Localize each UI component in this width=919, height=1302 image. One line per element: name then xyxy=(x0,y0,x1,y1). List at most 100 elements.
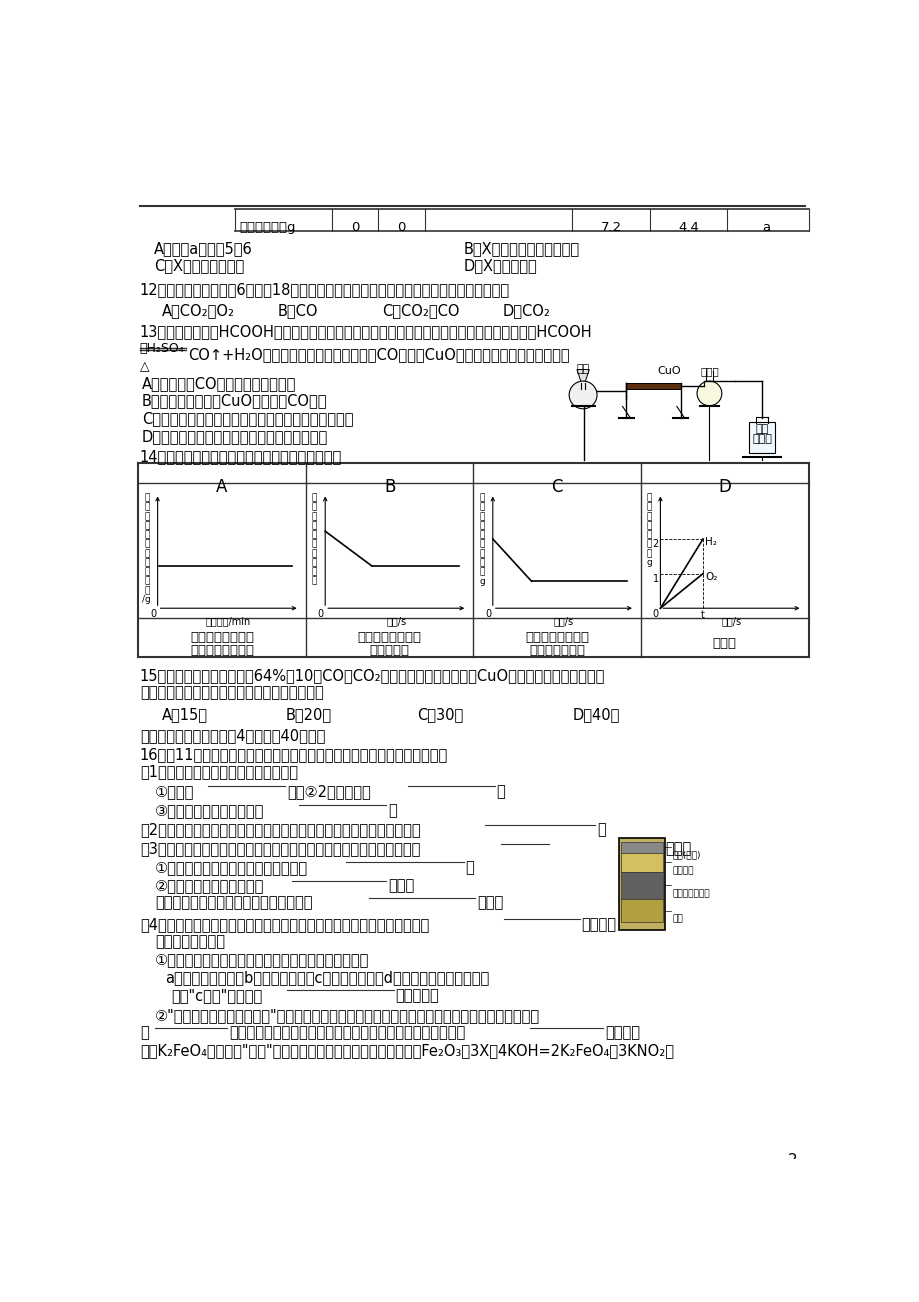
Text: CuO: CuO xyxy=(657,366,680,376)
Text: 元: 元 xyxy=(144,549,149,559)
Text: g: g xyxy=(646,559,652,568)
Text: g: g xyxy=(479,577,484,586)
Text: ；　②2个铵根离子: ； ②2个铵根离子 xyxy=(287,784,370,799)
Text: ；: ； xyxy=(495,784,505,799)
Text: 体: 体 xyxy=(646,521,652,530)
Text: 氯化铵糊: 氯化铵糊 xyxy=(673,866,694,875)
Text: A、CO₂和O₂: A、CO₂和O₂ xyxy=(162,303,234,318)
Text: 数: 数 xyxy=(312,577,317,586)
Text: C: C xyxy=(550,478,562,496)
FancyBboxPatch shape xyxy=(626,383,680,389)
Text: 0: 0 xyxy=(652,609,658,618)
Text: B、CO: B、CO xyxy=(278,303,318,318)
Text: 4.4: 4.4 xyxy=(677,221,698,234)
Text: 0: 0 xyxy=(351,221,359,234)
Text: 量: 量 xyxy=(479,568,484,577)
FancyBboxPatch shape xyxy=(620,872,663,900)
Text: D、CO₂: D、CO₂ xyxy=(502,303,550,318)
Text: a．不得呈现异色；b．不得有异味；c．应澄清透明；d．不得含有细菌和病毒。: a．不得呈现异色；b．不得有异味；c．应澄清透明；d．不得含有细菌和病毒。 xyxy=(165,970,489,986)
Text: C．30克: C．30克 xyxy=(417,707,463,721)
Text: 浓硫酸: 浓硫酸 xyxy=(699,366,718,376)
Text: ②"水的质量决定生命的质量"这句广告词充分说明了饮用水的质量关系到我们的健康。生活中常采: ②"水的质量决定生命的质量"这句广告词充分说明了饮用水的质量关系到我们的健康。生… xyxy=(155,1008,539,1023)
Text: 时间/s: 时间/s xyxy=(386,616,406,626)
Text: ①普通干电池胜任照明时化学能转化为: ①普通干电池胜任照明时化学能转化为 xyxy=(155,861,308,875)
Text: 物: 物 xyxy=(312,521,317,530)
Text: 0: 0 xyxy=(150,609,156,618)
Text: B．实验中应先加热CuO，后通入CO气体: B．实验中应先加热CuO，后通入CO气体 xyxy=(142,393,327,409)
Text: 时间/s: 时间/s xyxy=(553,616,573,626)
Text: 器: 器 xyxy=(312,503,317,512)
Text: C．硬质玻璃管中的实验现象是黑色固体变为红色固体: C．硬质玻璃管中的实验现象是黑色固体变为红色固体 xyxy=(142,411,353,426)
Text: 和二氧化锰混合物: 和二氧化锰混合物 xyxy=(190,644,254,658)
Text: 成: 成 xyxy=(646,503,652,512)
Text: /g: /g xyxy=(142,595,151,604)
Text: 体: 体 xyxy=(144,521,149,530)
Text: 质: 质 xyxy=(479,559,484,568)
Text: （1）用恰当的化学用语填写在横线上：: （1）用恰当的化学用语填写在横线上： xyxy=(140,764,298,780)
Text: 素: 素 xyxy=(144,559,149,568)
Text: 2: 2 xyxy=(788,1154,797,1168)
Text: 锌筒: 锌筒 xyxy=(673,915,683,923)
Text: 其中"c指标"可以通过: 其中"c指标"可以通过 xyxy=(171,988,262,1003)
Text: 1: 1 xyxy=(652,574,658,583)
Text: 碳在盛有氧气的密: 碳在盛有氧气的密 xyxy=(525,630,588,643)
Text: 0: 0 xyxy=(317,609,323,618)
Text: 的: 的 xyxy=(646,530,652,539)
Text: （2）野炊结束后，小辉使用少量水就将灶火浇灭。他选择的灭火原理是: （2）野炊结束后，小辉使用少量水就将灶火浇灭。他选择的灭火原理是 xyxy=(140,823,420,837)
Text: 操作达到；: 操作达到； xyxy=(395,988,439,1003)
Text: ；: ； xyxy=(388,803,396,818)
Text: 分: 分 xyxy=(312,559,317,568)
Text: （3）普通干电池在生活中的用途很广，其构造示意图如右图。回答下列: （3）普通干电池在生活中的用途很广，其构造示意图如右图。回答下列 xyxy=(140,841,420,857)
Text: D．X只含碳元素: D．X只含碳元素 xyxy=(463,259,537,273)
Text: 总: 总 xyxy=(312,549,317,559)
Text: 加热时间/min: 加热时间/min xyxy=(206,616,251,626)
Text: H₂: H₂ xyxy=(705,538,717,547)
FancyBboxPatch shape xyxy=(748,422,775,453)
Text: ①磷元素: ①磷元素 xyxy=(155,784,195,799)
Text: C、CO₂和CO: C、CO₂和CO xyxy=(382,303,460,318)
Circle shape xyxy=(569,381,596,409)
Text: 气: 气 xyxy=(479,503,484,512)
Text: D．硬质玻璃管和其中固体的总质量反应后减小: D．硬质玻璃管和其中固体的总质量反应后减小 xyxy=(142,428,328,444)
Text: CO↑+H₂O。实验室可利用下图装置制取CO并还原CuO。下列说法不正确的是（　）: CO↑+H₂O。实验室可利用下图装置制取CO并还原CuO。下列说法不正确的是（ … xyxy=(187,348,569,362)
Text: t: t xyxy=(700,609,704,620)
Text: 的: 的 xyxy=(144,568,149,577)
Text: 14．下列图形能正确反映对应变化关系的是（　）: 14．下列图形能正确反映对应变化关系的是（ ） xyxy=(140,449,342,465)
Text: 的: 的 xyxy=(312,540,317,548)
Text: 16．（11分）生活中处处有化学。请你用化学知识回答以下生活中的问题：: 16．（11分）生活中处处有化学。请你用化学知识回答以下生活中的问题： xyxy=(140,747,448,762)
Text: 生: 生 xyxy=(646,493,652,503)
Text: 加热一定量氯酸钾: 加热一定量氯酸钾 xyxy=(190,630,254,643)
Text: 剩: 剩 xyxy=(144,493,149,503)
Text: 子: 子 xyxy=(312,568,317,577)
Text: 时间/s: 时间/s xyxy=(720,616,741,626)
Text: 关心水、: 关心水、 xyxy=(581,917,616,932)
Text: 。: 。 xyxy=(465,861,473,875)
Text: 余: 余 xyxy=(144,503,149,512)
Text: 澄清: 澄清 xyxy=(754,424,768,434)
Text: B: B xyxy=(383,478,395,496)
Text: B．X可能是该反应的催化剂: B．X可能是该反应的催化剂 xyxy=(463,241,579,256)
Text: 石灰水: 石灰水 xyxy=(752,434,771,444)
Text: 13．常温下甲酸（HCOOH）是一种无色、有刺激性气味的液体，与浓硫酸混合加热的反应为：HCOOH: 13．常温下甲酸（HCOOH）是一种无色、有刺激性气味的液体，与浓硫酸混合加热的… xyxy=(140,324,592,339)
Text: 清石灰水中，可生成白色的沉淀的质量为（　）: 清石灰水中，可生成白色的沉淀的质量为（ ） xyxy=(140,685,323,700)
Text: B．20克: B．20克 xyxy=(285,707,331,721)
Text: 体: 体 xyxy=(479,540,484,548)
Text: 瓶: 瓶 xyxy=(479,512,484,521)
Text: C．X可能含有氮元素: C．X可能含有氮元素 xyxy=(153,259,244,273)
Text: 的方法降低饮用水的硬度。除去饮用水的异味可采用的物质是: 的方法降低饮用水的硬度。除去饮用水的异味可采用的物质是 xyxy=(229,1026,465,1040)
Text: 爱护水、节约水。: 爱护水、节约水。 xyxy=(155,934,225,949)
Text: ③氧化钙中钙元素的化合价: ③氧化钙中钙元素的化合价 xyxy=(155,803,265,818)
Text: △: △ xyxy=(140,361,149,374)
Text: 质: 质 xyxy=(646,540,652,548)
Text: 烷完全燃烧: 烷完全燃烧 xyxy=(369,644,409,658)
Text: 7.2: 7.2 xyxy=(600,221,621,234)
Text: 用: 用 xyxy=(140,1026,148,1040)
Text: 甲酸: 甲酸 xyxy=(576,365,589,374)
Text: A．表中a的值为5．6: A．表中a的值为5．6 xyxy=(153,241,252,256)
Text: A．甲酸生成CO的反应属于分解反应: A．甲酸生成CO的反应属于分解反应 xyxy=(142,376,296,391)
Text: 二、非选择题：（本大题4小题，共40分。）: 二、非选择题：（本大题4小题，共40分。） xyxy=(140,728,324,743)
Text: 质: 质 xyxy=(144,577,149,586)
Text: 问题：: 问题： xyxy=(664,841,691,857)
Text: 碳棒(石墨): 碳棒(石墨) xyxy=(673,850,701,859)
Text: 性能；: 性能； xyxy=(388,879,414,893)
